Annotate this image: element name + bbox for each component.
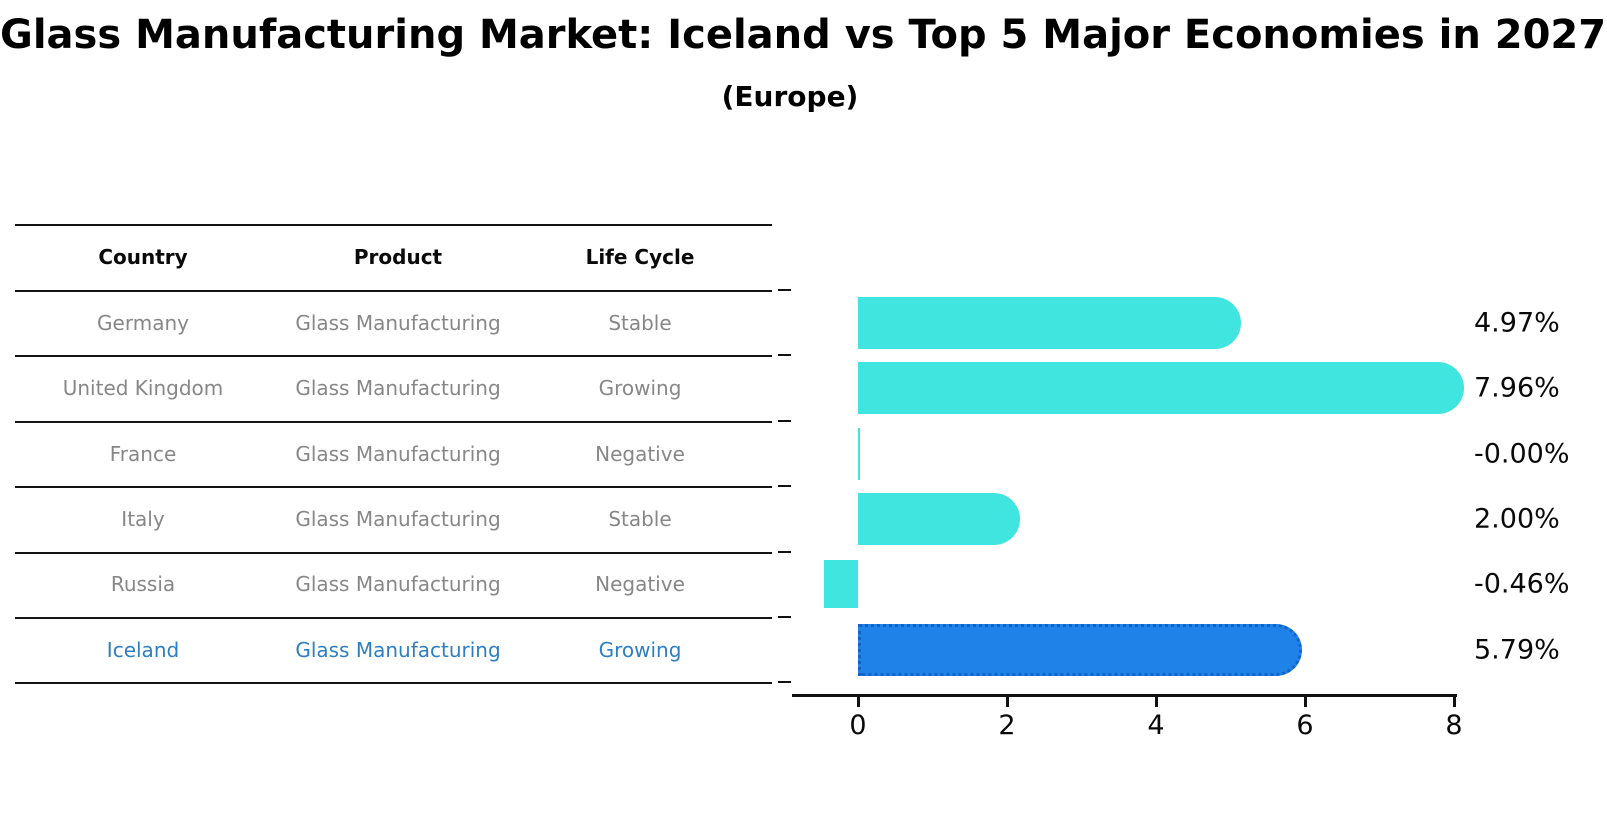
table-row-separator bbox=[15, 420, 772, 423]
product-cell-germany: Glass Manufacturing bbox=[295, 310, 501, 335]
value-label-france: -0.00% bbox=[1474, 438, 1570, 469]
x-tick-label: 4 bbox=[1147, 710, 1165, 741]
x-tick-label: 0 bbox=[849, 710, 867, 741]
x-tick-label: 2 bbox=[998, 710, 1016, 741]
table-top-line bbox=[15, 224, 772, 226]
x-tick-label: 8 bbox=[1445, 710, 1463, 741]
product-cell-france: Glass Manufacturing bbox=[295, 441, 501, 466]
x-axis-line bbox=[792, 694, 1457, 697]
table-row-separator bbox=[15, 551, 772, 554]
value-label-russia: -0.46% bbox=[1474, 568, 1570, 600]
table-row-separator bbox=[15, 486, 772, 489]
bar-germany bbox=[858, 296, 1242, 349]
value-label-iceland: 5.79% bbox=[1474, 634, 1560, 666]
country-cell-germany: Germany bbox=[97, 310, 189, 335]
y-tick-mark bbox=[778, 354, 791, 357]
table-header-separator bbox=[15, 290, 772, 292]
life-cycle-cell-russia: Negative bbox=[595, 572, 685, 597]
table-row-separator bbox=[15, 617, 772, 619]
x-tick-mark bbox=[857, 697, 860, 707]
life-cycle-cell-germany: Stable bbox=[608, 310, 672, 335]
country-cell-united-kingdom: United Kingdom bbox=[62, 376, 224, 401]
country-cell-iceland: Iceland bbox=[106, 637, 180, 662]
country-cell-france: France bbox=[109, 441, 177, 466]
life-cycle-cell-italy: Stable bbox=[608, 506, 672, 531]
product-cell-iceland: Glass Manufacturing bbox=[295, 637, 501, 662]
product-cell-italy: Glass Manufacturing bbox=[295, 506, 501, 531]
life-cycle-cell-iceland: Growing bbox=[598, 637, 682, 662]
y-tick-mark bbox=[778, 550, 791, 553]
y-tick-mark bbox=[778, 419, 791, 422]
bar-russia bbox=[823, 560, 858, 609]
table-header-life-cycle: Life Cycle bbox=[585, 245, 695, 269]
chart-subtitle: (Europe) bbox=[721, 80, 859, 113]
country-cell-italy: Italy bbox=[121, 506, 165, 531]
life-cycle-cell-france: Negative bbox=[595, 441, 685, 466]
x-tick-mark bbox=[1155, 697, 1158, 707]
table-header-product: Product bbox=[353, 245, 443, 269]
chart-title: Glass Manufacturing Market: Iceland vs T… bbox=[0, 12, 1607, 58]
product-cell-united-kingdom: Glass Manufacturing bbox=[295, 376, 501, 401]
table-header-country: Country bbox=[98, 245, 188, 269]
bar-united-kingdom bbox=[858, 362, 1465, 415]
table-row-separator bbox=[15, 682, 772, 685]
y-tick-mark bbox=[778, 681, 791, 684]
x-tick-mark bbox=[1304, 697, 1307, 707]
y-tick-mark bbox=[778, 485, 791, 488]
bar-iceland bbox=[858, 623, 1303, 676]
bar-france bbox=[858, 427, 860, 480]
bar-italy bbox=[858, 492, 1020, 545]
value-label-italy: 2.00% bbox=[1474, 503, 1560, 535]
y-tick-mark bbox=[778, 289, 791, 291]
table-row-separator bbox=[15, 355, 772, 358]
x-tick-mark bbox=[1453, 697, 1456, 707]
product-cell-russia: Glass Manufacturing bbox=[295, 572, 501, 597]
country-cell-russia: Russia bbox=[110, 572, 176, 597]
value-label-germany: 4.97% bbox=[1474, 307, 1560, 339]
value-label-united-kingdom: 7.96% bbox=[1474, 372, 1560, 404]
y-tick-mark bbox=[778, 616, 791, 618]
life-cycle-cell-united-kingdom: Growing bbox=[598, 376, 682, 401]
x-tick-mark bbox=[1006, 697, 1009, 707]
x-tick-label: 6 bbox=[1296, 710, 1314, 741]
